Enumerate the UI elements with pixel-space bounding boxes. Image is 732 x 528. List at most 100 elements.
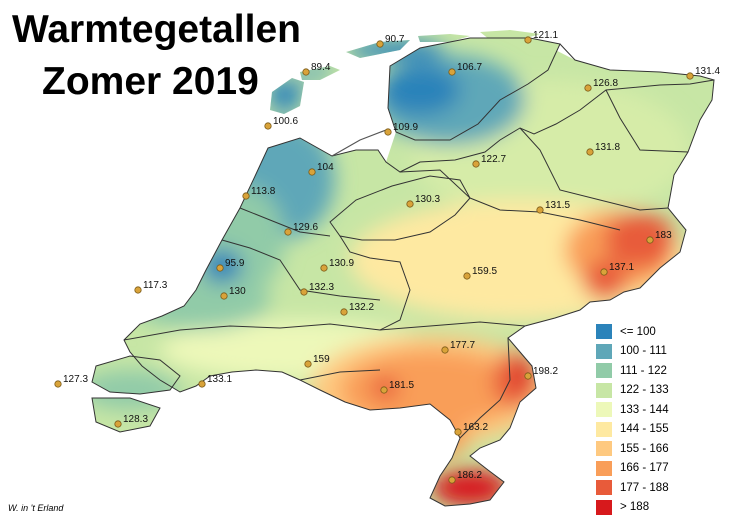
legend-item: 166 - 177 [596,459,726,479]
station-value-label: 127.3 [63,374,88,385]
station-dot [448,476,456,484]
station-value-label: 183 [655,230,672,241]
station-dot [686,72,694,80]
station-dot [454,428,462,436]
station-markers: 90.7 121.1 89.4 106.7 131.4 126.8 100.6 109.9 13… [54,30,720,484]
station-value-label: 130.9 [329,258,354,269]
station-value-label: 126.8 [593,78,618,89]
station-dot [300,288,308,296]
province-borders [91,37,715,507]
station-dot [54,380,62,388]
legend-label: 122 - 133 [620,384,669,397]
station-value-label: 133.1 [207,374,232,385]
station-dot [646,236,654,244]
station-value-label: 131.8 [595,142,620,153]
station-dot [302,68,310,76]
station-value-label: 104 [317,162,334,173]
station-value-label: 128.3 [123,414,148,425]
legend-label: <= 100 [620,325,656,338]
station-dot [198,380,206,388]
station-value-label: 137.1 [609,262,634,273]
legend-label: 133 - 144 [620,403,669,416]
legend-item: 122 - 133 [596,381,726,401]
station-dot [242,192,250,200]
legend-swatch [596,460,612,476]
station-value-label: 100.6 [273,116,298,127]
legend-item: 133 - 144 [596,400,726,420]
station-dot [114,420,122,428]
legend-item: > 188 [596,498,726,518]
station-dot [340,308,348,316]
station-value-label: 130.3 [415,194,440,205]
station-dot [320,264,328,272]
station-value-label: 177.7 [450,340,475,351]
station-dot [586,148,594,156]
station-dot [384,128,392,136]
station-dot [472,160,480,168]
station-dot [406,200,414,208]
station-value-label: 131.4 [695,66,720,77]
station-value-label: 131.5 [545,200,570,211]
station-value-label: 90.7 [385,34,405,45]
station-value-label: 163.2 [463,422,488,433]
author-credit: W. in 't Erland [8,503,64,513]
station-dot [448,68,456,76]
legend-swatch [596,441,612,457]
station-value-label: 132.2 [349,302,374,313]
station-value-label: 186.2 [457,470,482,481]
legend-swatch [596,363,612,379]
legend-item: 155 - 166 [596,439,726,459]
station-dot [463,272,471,280]
map-title-line1: Warmtegetallen [12,8,301,51]
legend-swatch [596,402,612,418]
station-dot [524,372,532,380]
station-value-label: 181.5 [389,380,414,391]
legend-item: <= 100 [596,322,726,342]
legend-swatch [596,324,612,340]
station-dot [524,36,532,44]
station-value-label: 198.2 [533,366,558,377]
station-dot [308,168,316,176]
legend-item: 111 - 122 [596,361,726,381]
station-dot [220,292,228,300]
station-dot [376,40,384,48]
station-dot [304,360,312,368]
station-dot [284,228,292,236]
station-value-label: 109.9 [393,122,418,133]
station-value-label: 122.7 [481,154,506,165]
legend: <= 100 100 - 111 111 - 122 122 - 133 133 - 1… [596,322,726,517]
station-dot [600,268,608,276]
legend-swatch [596,343,612,359]
station-value-label: 95.9 [225,258,245,269]
legend-label: 144 - 155 [620,423,669,436]
station-value-label: 132.3 [309,282,334,293]
station-dot [216,264,224,272]
legend-label: 100 - 111 [620,345,667,358]
station-dot [584,84,592,92]
station-value-label: 121.1 [533,30,558,41]
legend-swatch [596,382,612,398]
legend-label: 166 - 177 [620,462,669,475]
legend-item: 100 - 111 [596,342,726,362]
station-dot [134,286,142,294]
station-value-label: 117.3 [143,280,168,291]
legend-item: 144 - 155 [596,420,726,440]
legend-swatch [596,480,612,496]
legend-label: > 188 [620,501,650,514]
legend-label: 155 - 166 [620,442,669,455]
legend-label: 111 - 122 [620,364,667,377]
legend-swatch [596,499,612,515]
station-dot [264,122,272,130]
station-dot [380,386,388,394]
map-title-line2: Zomer 2019 [42,60,259,103]
station-value-label: 130 [229,286,246,297]
station-value-label: 106.7 [457,62,482,73]
legend-swatch [596,421,612,437]
station-value-label: 159.5 [472,266,497,277]
legend-item: 177 - 188 [596,478,726,498]
station-value-label: 129.6 [293,222,318,233]
station-value-label: 113.8 [251,186,276,197]
station-dot [536,206,544,214]
